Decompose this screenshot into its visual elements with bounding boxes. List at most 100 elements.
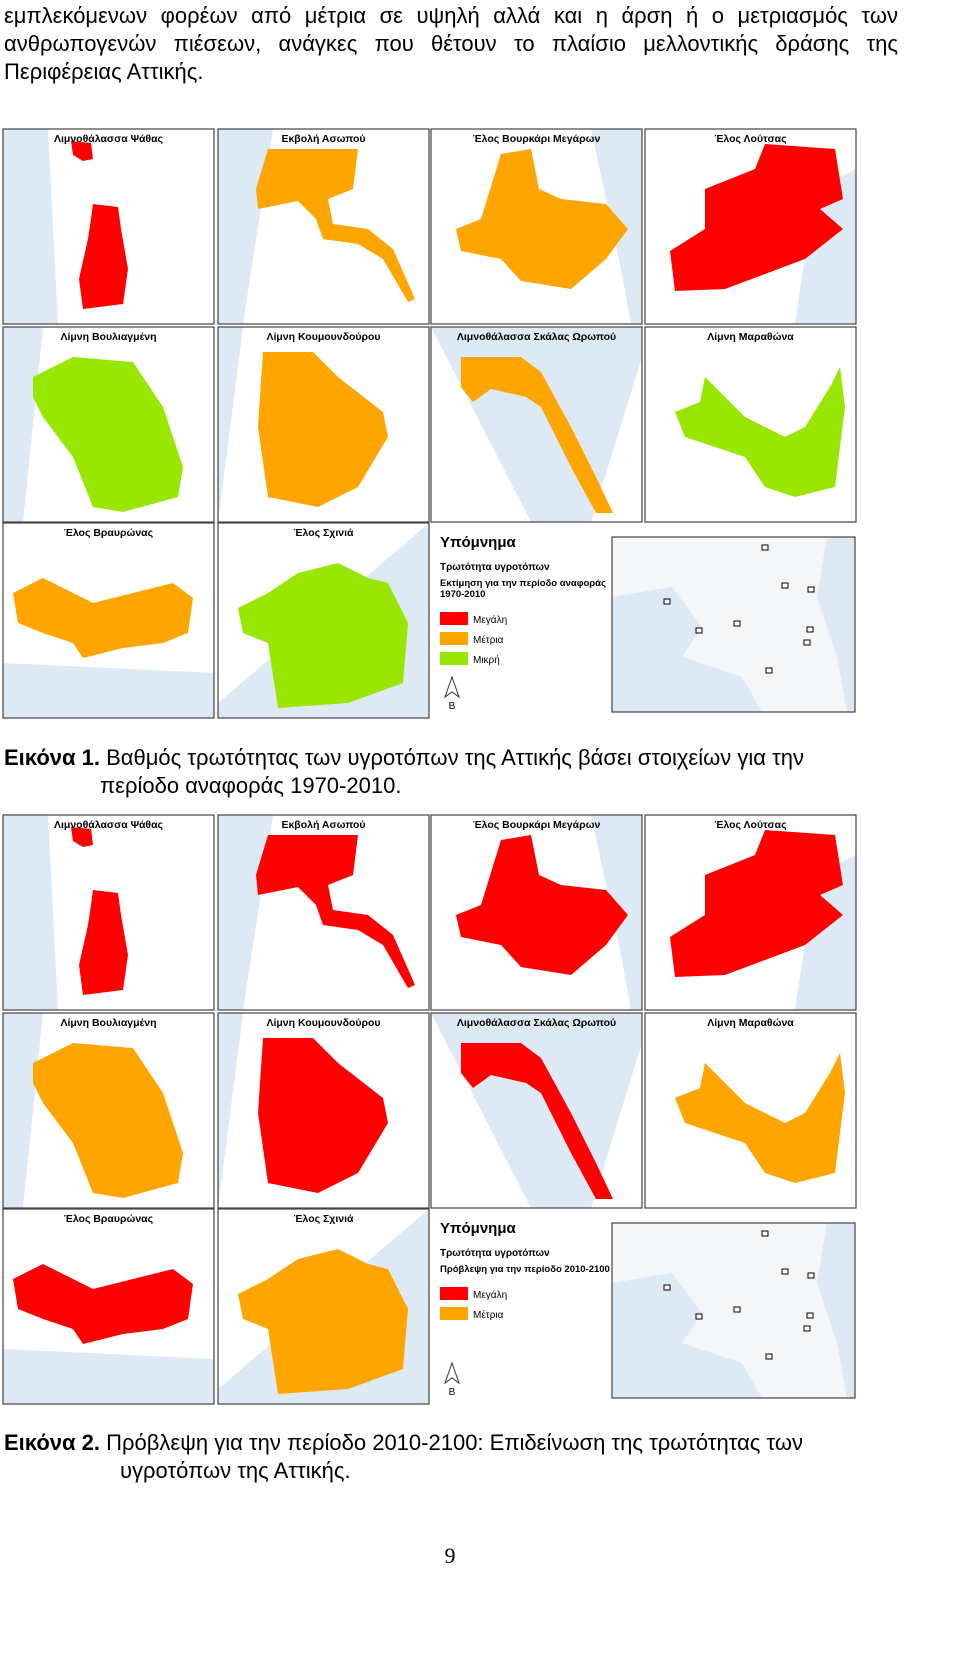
panel-border [430, 128, 643, 325]
wetland-area [33, 1043, 183, 1198]
map-panel: Λιμνοθάλασσα Σκάλας Ωρωπού [430, 326, 643, 523]
inset-site [695, 627, 703, 634]
wetland-area [670, 144, 843, 291]
caption-2: Εικόνα 2. Πρόβλεψη για την περίοδο 2010-… [4, 1429, 803, 1485]
map-panel: Λιμνοθάλασσα Σκάλας Ωρωπού [430, 1012, 643, 1209]
sea [3, 129, 58, 324]
panel-label: Έλος Σχινιά [294, 1213, 354, 1225]
sea [3, 327, 43, 522]
panel-border [644, 814, 857, 1011]
inset-site [663, 1284, 671, 1291]
panel-label: Λίμνη Μαραθώνα [707, 331, 794, 343]
map-panel: Έλος Βουρκάρι Μεγάρων [430, 128, 643, 325]
panel-label: Λίμνη Κουμουνδούρου [266, 1017, 380, 1029]
inset-site [761, 1230, 769, 1237]
inset-site [761, 544, 769, 551]
map-panel: Λιμνοθάλασσα Ψάθας [2, 128, 215, 325]
figure-2: Λιμνοθάλασσα Ψάθας Εκβολή Ασωπού Έλος Βουρ… [2, 814, 857, 1405]
wetland-area [456, 149, 628, 289]
panel-border [2, 128, 215, 325]
paragraph: εμπλεκόμενων φορέων από μέτρια σε υψηλή … [4, 2, 898, 86]
panel-border [2, 814, 215, 1011]
caption-text: Πρόβλεψη για την περίοδο 2010-2100: Επιδ… [106, 1430, 804, 1455]
panel-label: Έλος Βουρκάρι Μεγάρων [473, 133, 601, 145]
panel-border [644, 326, 857, 523]
wetland-area [71, 141, 93, 161]
wetland-area [258, 352, 388, 507]
north-label: Β [449, 701, 456, 712]
panel-border [217, 522, 430, 719]
map-panel: Έλος Σχινιά [217, 1208, 430, 1405]
wetland-area [461, 1043, 613, 1199]
legend-swatch [440, 1287, 468, 1300]
panel-border [2, 522, 215, 719]
panel-label: Λίμνη Μαραθώνα [707, 1017, 794, 1029]
north-arrow: Β [444, 675, 460, 712]
wetland-area [675, 1053, 845, 1183]
sea [3, 1013, 43, 1208]
inset-sea [817, 537, 855, 712]
panel-border [644, 1012, 857, 1209]
map-panel: Λιμνοθάλασσα Ψάθας [2, 814, 215, 1011]
panel-label: Έλος Βραυρώνας [64, 1213, 154, 1225]
panel-label: Λιμνοθάλασσα Ψάθας [54, 133, 164, 145]
wetland-area [256, 149, 415, 302]
panel-border [430, 326, 643, 523]
inset-sea [817, 1223, 855, 1398]
map-panel: Έλος Λούτσας [644, 814, 857, 1011]
map-panel: Έλος Σχινιά [217, 522, 430, 719]
north-arrow-shape [444, 675, 460, 699]
wetland-area [79, 204, 128, 309]
sea [3, 663, 214, 718]
panel-border [430, 814, 643, 1011]
legend-swatch [440, 652, 468, 665]
caption-1: Εικόνα 1. Βαθμός τρωτότητας των υγροτόπω… [4, 744, 804, 800]
panel-label: Έλος Βουρκάρι Μεγάρων [473, 819, 601, 831]
inset-site [733, 1306, 741, 1313]
legend-title: Υπόμνημα [440, 534, 517, 551]
inset-site [806, 626, 814, 633]
legend: Υπόμνημα Τρωτότητα υγροτόπων Εκτίμηση για … [440, 534, 606, 666]
legend-title: Υπόμνημα [440, 1220, 517, 1237]
legend-label: Μεγάλη [473, 1289, 507, 1301]
map-panel: Λίμνη Βουλιαγμένη [2, 326, 215, 523]
sea [795, 169, 856, 324]
sea [218, 1013, 243, 1208]
inset-border [611, 536, 856, 713]
panel-border [217, 814, 430, 1011]
wetland-area [258, 1038, 388, 1193]
map-panel: Εκβολή Ασωπού [217, 814, 430, 1011]
legend-label: Μικρή [473, 654, 500, 666]
legend-period: Πρόβλεψη για την περίοδο 2010-2100 [440, 1264, 610, 1275]
wetland-area [675, 367, 845, 497]
map-panel: Λίμνη Μαραθώνα [644, 1012, 857, 1209]
panel-label: Λίμνη Βουλιαγμένη [60, 331, 156, 343]
north-arrow-shape [444, 1361, 460, 1385]
map-panel: Έλος Βραυρώνας [2, 522, 215, 719]
wetland-area [456, 835, 628, 975]
panel-border [2, 1208, 215, 1405]
inset-site [806, 1312, 814, 1319]
panel-label: Έλος Σχινιά [294, 527, 354, 539]
wetland-area [13, 1264, 193, 1344]
inset-site [803, 1325, 811, 1332]
panel-label: Λίμνη Κουμουνδούρου [266, 331, 380, 343]
legend-swatch [440, 612, 468, 625]
paragraph-line: εμπλεκόμενων φορέων από μέτρια σε υψηλή … [4, 3, 898, 28]
inset-site [733, 620, 741, 627]
panel-border [2, 326, 215, 523]
map-panel: Έλος Βραυρώνας [2, 1208, 215, 1405]
wetland-area [670, 830, 843, 977]
sea [3, 815, 58, 1010]
paragraph-line: ανθρωπογενών πιέσεων, ανάγκες που θέτουν… [4, 31, 898, 56]
inset-site [803, 639, 811, 646]
north-label: Β [449, 1387, 456, 1398]
panel-label: Εκβολή Ασωπού [281, 133, 365, 145]
inset-site [781, 582, 789, 589]
inset-sea [612, 587, 762, 712]
caption-text: υγροτόπων της Αττικής. [120, 1458, 351, 1483]
map-panel: Λίμνη Κουμουνδούρου [217, 1012, 430, 1209]
legend-label: Μεγάλη [473, 614, 507, 626]
inset-site [695, 1313, 703, 1320]
legend-swatch [440, 1307, 468, 1320]
